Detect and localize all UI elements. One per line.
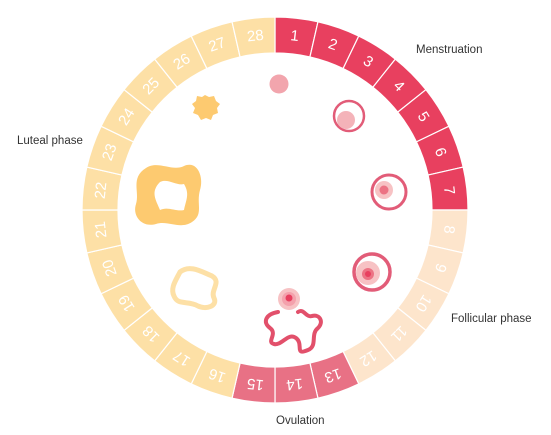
day-label-26: 26 — [170, 50, 193, 73]
day-label-19: 19 — [115, 292, 138, 315]
ovulation-label: Ovulation — [276, 415, 325, 427]
day-label-16: 16 — [207, 364, 228, 386]
day-label-17: 17 — [170, 347, 193, 370]
early-follicle-icon — [332, 99, 366, 133]
corpus-albicans-icon — [170, 266, 219, 311]
day-label-27: 27 — [207, 34, 228, 56]
day-label-15: 15 — [246, 375, 264, 394]
day-label-7: 7 — [440, 185, 458, 195]
day-label-23: 23 — [99, 142, 121, 163]
day-ring: 1 234567891011121314151617181920212223242… — [81, 16, 469, 404]
secondary-follicle-icon — [370, 173, 408, 211]
day-label-22: 22 — [92, 181, 111, 199]
day-label-1: 1 — [289, 27, 299, 45]
ruptured-follicle-icon — [263, 288, 323, 354]
day-label-13: 13 — [322, 364, 343, 386]
day-label-20: 20 — [99, 257, 121, 278]
day-label-12: 12 — [357, 347, 380, 370]
day-label-8: 8 — [440, 224, 458, 234]
follicular-phase-label: Follicular phase — [451, 313, 532, 325]
day-label-28: 28 — [246, 27, 264, 46]
luteal-phase-label: Luteal phase — [17, 135, 83, 147]
mature-follicle-icon — [352, 252, 392, 292]
day-label-14: 14 — [285, 375, 303, 394]
corpus-luteum-icon — [135, 164, 202, 226]
menstruation-label: Menstruation — [416, 44, 483, 56]
day-label-24: 24 — [115, 105, 138, 128]
primary-follicle-icon — [269, 74, 289, 94]
early-corpus-luteum-icon — [192, 95, 220, 120]
day-label-10: 10 — [412, 292, 435, 315]
day-label-21: 21 — [92, 220, 111, 238]
day-segment-28 — [231, 16, 276, 58]
